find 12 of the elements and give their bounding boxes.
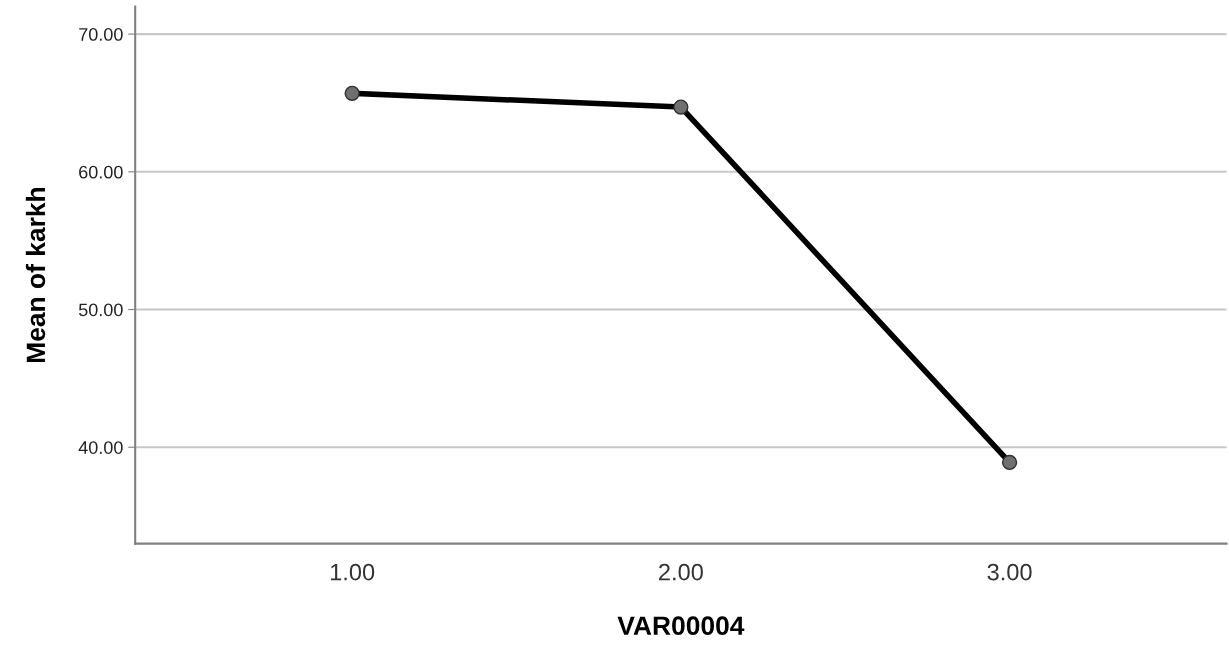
y-tick-label: 60.00	[79, 165, 123, 179]
x-tick-label: 2.00	[659, 563, 703, 581]
y-tick-label: 40.00	[78, 441, 123, 454]
y-tick-label: 50.00	[78, 303, 123, 317]
x-tick-label: 3.00	[987, 563, 1032, 581]
point	[673, 99, 689, 115]
x-axis-title: VAR00004	[617, 616, 745, 636]
x-tick-label: 1.00	[330, 563, 375, 581]
y-tick-label: 70.00	[79, 28, 123, 41]
point	[1001, 454, 1018, 471]
y-axis-title: Mean of karkh	[25, 188, 46, 363]
point	[344, 85, 360, 101]
